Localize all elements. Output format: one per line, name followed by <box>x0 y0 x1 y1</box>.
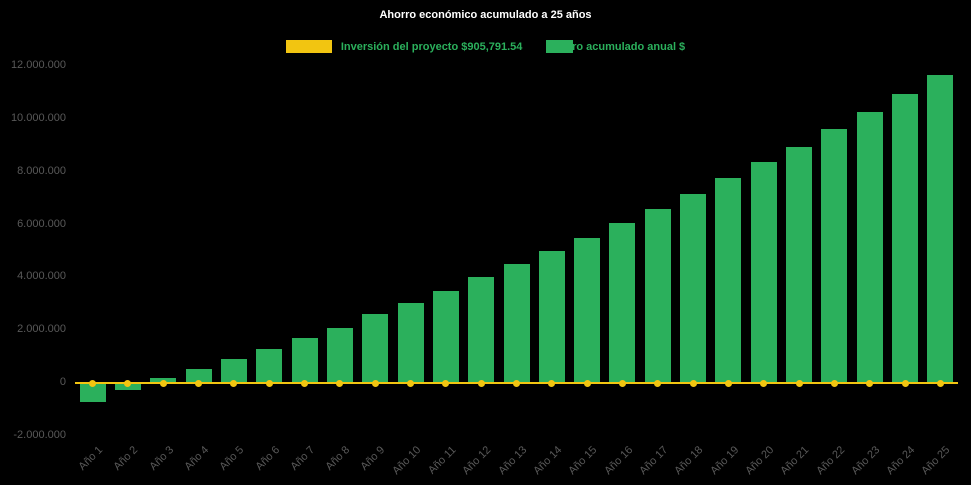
x-tick-label: Año 4 <box>182 444 212 473</box>
investment-line-marker <box>195 379 203 387</box>
investment-line-marker <box>159 379 167 387</box>
investment-line-marker <box>371 379 379 387</box>
bar-ahorro-acumulado <box>680 194 707 384</box>
y-tick-label: 12.000.000 <box>10 59 66 71</box>
y-tick-label: 0 <box>59 376 66 389</box>
bar-ahorro-acumulado <box>256 348 283 384</box>
bar-ahorro-acumulado <box>326 327 353 384</box>
legend-item-bar: Ahorro acumulado anual $ <box>546 40 686 53</box>
plot-area <box>75 66 958 436</box>
investment-line-marker <box>407 379 415 387</box>
x-tick-label: Año 19 <box>707 444 741 478</box>
investment-line-marker <box>689 379 697 387</box>
x-tick-label: Año 8 <box>323 444 353 473</box>
x-tick-label: Año 6 <box>252 444 282 473</box>
bar-ahorro-acumulado <box>468 277 495 384</box>
y-tick-label: 8.000.000 <box>17 164 66 177</box>
investment-line-marker <box>301 379 309 387</box>
bar-ahorro-acumulado <box>538 251 565 384</box>
investment-line-marker <box>936 379 944 387</box>
x-tick-label: Año 24 <box>884 444 918 478</box>
legend-swatch-line <box>285 40 332 53</box>
x-tick-label: Año 17 <box>637 444 671 478</box>
investment-line-marker <box>830 379 838 387</box>
bar-ahorro-acumulado <box>750 162 777 384</box>
x-tick-label: Año 9 <box>358 444 388 473</box>
investment-line-marker <box>513 379 520 387</box>
y-tick-label: 10.000.000 <box>10 111 66 124</box>
investment-line-marker <box>618 379 626 387</box>
x-tick-label: Año 20 <box>743 444 777 478</box>
bar-ahorro-acumulado <box>503 264 530 384</box>
x-tick-label: Año 13 <box>495 444 529 478</box>
y-tick-label: -2.000.000 <box>13 429 66 441</box>
bar-ahorro-acumulado <box>432 290 459 384</box>
investment-line-marker <box>442 379 450 387</box>
bar-ahorro-acumulado <box>362 314 389 384</box>
investment-line-marker <box>583 379 591 387</box>
investment-line-marker <box>795 379 803 387</box>
x-tick-label: Año 22 <box>813 444 847 478</box>
legend-label: Ahorro acumulado anual $ <box>546 40 686 53</box>
x-tick-label: Año 11 <box>425 444 459 477</box>
x-tick-label: Año 21 <box>778 444 812 478</box>
bar-ahorro-acumulado <box>821 129 848 384</box>
investment-line-marker <box>654 379 662 387</box>
chart-title: Ahorro económico acumulado a 25 años <box>379 9 592 21</box>
bar-ahorro-acumulado <box>856 112 883 384</box>
x-tick-label: Año 12 <box>460 444 494 478</box>
x-tick-label: Año 2 <box>111 444 141 473</box>
bar-ahorro-acumulado <box>715 178 742 384</box>
y-tick-label: 4.000.000 <box>17 270 66 283</box>
investment-line-marker <box>124 379 132 387</box>
bar-ahorro-acumulado <box>786 146 813 384</box>
investment-line-marker <box>89 379 97 387</box>
investment-line-marker <box>866 379 874 387</box>
chart-legend: Inversión del proyecto $905,791.54 Ahorro… <box>0 40 971 53</box>
x-tick-label: Año 3 <box>146 444 176 473</box>
legend-item-line: Inversión del proyecto $905,791.54 <box>285 40 523 53</box>
bar-ahorro-acumulado <box>574 237 601 384</box>
bar-ahorro-acumulado <box>927 75 954 384</box>
x-tick-label: Año 16 <box>601 444 635 478</box>
x-tick-label: Año 18 <box>672 444 706 478</box>
y-tick-label: 2.000.000 <box>17 323 66 336</box>
x-tick-label: Año 23 <box>849 444 883 478</box>
bar-ahorro-acumulado <box>185 368 212 384</box>
x-tick-label: Año 10 <box>389 444 424 478</box>
bar-ahorro-acumulado <box>609 223 636 384</box>
x-tick-label: Año 7 <box>288 444 318 473</box>
bar-ahorro-acumulado <box>397 302 424 384</box>
x-axis: Año 1 Año 2 Año 3 Año 4 Año 5 Año 6 Año 7 Año 8… <box>0 444 971 484</box>
bar-ahorro-acumulado <box>291 338 318 384</box>
y-tick-label: 6.000.000 <box>17 217 66 230</box>
x-tick-label: Año 25 <box>919 444 953 478</box>
x-tick-label: Año 14 <box>531 444 565 478</box>
x-tick-label: Año 1 <box>76 444 106 473</box>
investment-line-marker <box>901 379 909 387</box>
investment-line-marker <box>548 379 556 387</box>
bar-ahorro-acumulado <box>79 383 106 402</box>
x-tick-label: Año 15 <box>566 444 600 478</box>
legend-label: Inversión del proyecto $905,791.54 <box>340 40 523 53</box>
bar-ahorro-acumulado <box>644 208 671 384</box>
investment-line-marker <box>336 379 344 387</box>
investment-line-marker <box>724 379 732 387</box>
bar-ahorro-acumulado <box>892 93 919 384</box>
investment-line-marker <box>760 379 768 387</box>
investment-line-marker <box>265 379 273 387</box>
bar-ahorro-acumulado <box>220 359 247 384</box>
investment-line-marker <box>477 379 485 387</box>
legend-swatch-bar <box>546 40 574 53</box>
x-tick-label: Año 5 <box>217 444 247 473</box>
investment-line-marker <box>230 379 238 387</box>
